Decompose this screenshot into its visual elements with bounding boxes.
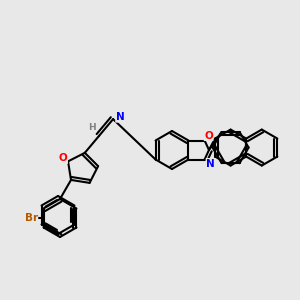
Text: N: N <box>206 158 215 169</box>
Text: O: O <box>59 153 68 164</box>
Text: N: N <box>116 112 124 122</box>
Text: Br: Br <box>25 213 38 223</box>
Text: O: O <box>204 130 213 140</box>
Text: H: H <box>88 124 96 133</box>
